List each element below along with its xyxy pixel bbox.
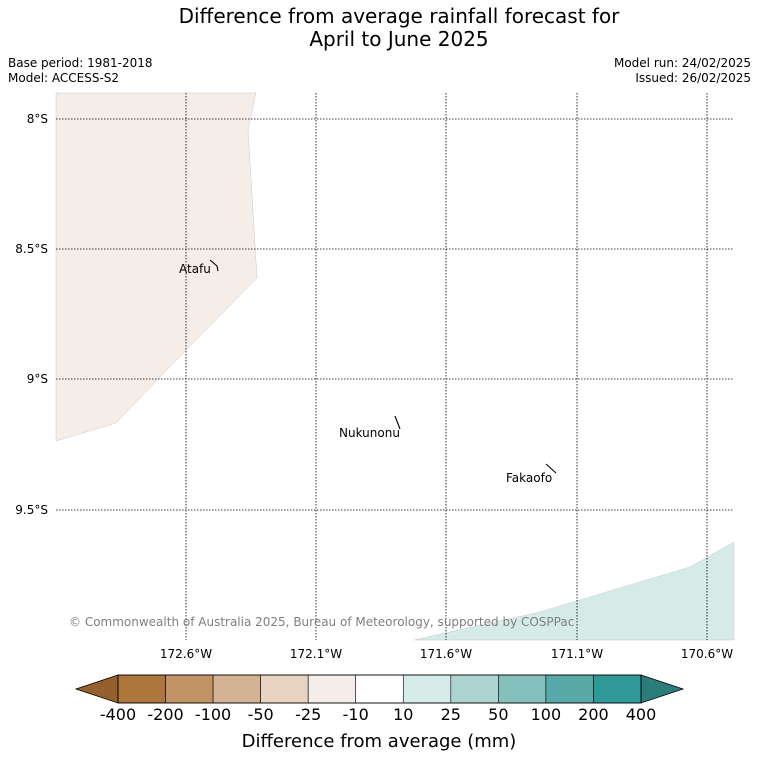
colorbar-bin: [212, 674, 261, 704]
colorbar-bin: [593, 674, 642, 704]
colorbar-under-arrow: [74, 674, 119, 704]
colorbar-bin: [355, 674, 404, 704]
colorbar-tick-label: -100: [195, 705, 231, 724]
colorbar-tick-labels: -400 -200 -100 -50 -25 -10 10 25 50 100 200 400: [100, 705, 656, 724]
colorbar-tick-label: 400: [626, 705, 657, 724]
lat-labels: 8°S 8.5°S 9°S 9.5°S: [15, 112, 48, 517]
colorbar-bin: [402, 674, 452, 704]
colorbar-tick-label: 50: [488, 705, 508, 724]
colorbar-title: Difference from average (mm): [242, 731, 517, 752]
colorbar-frame: [117, 674, 642, 704]
colorbar-bin: [117, 674, 166, 704]
colorbar-tick-label: -10: [343, 705, 369, 724]
colorbar-bins: [117, 674, 642, 704]
colorbar-tick-label: 200: [578, 705, 609, 724]
region-dry: [55, 92, 258, 442]
base-period-label: Base period: 1981-2018: [8, 56, 153, 70]
colorbar-bin: [450, 674, 499, 704]
colorbar-bin: [260, 674, 309, 704]
issued-label: Issued: 26/02/2025: [635, 71, 751, 85]
place-label-nukunonu: Nukunonu: [339, 426, 400, 440]
colorbar-tick-label: -200: [147, 705, 183, 724]
colorbar-bin: [165, 674, 214, 704]
title-line-2: April to June 2025: [309, 27, 489, 51]
lat-label: 9.5°S: [15, 503, 48, 517]
colorbar-tick-label: 100: [531, 705, 562, 724]
lon-label: 172.6°W: [160, 647, 212, 661]
colorbar-tick-label: -50: [248, 705, 274, 724]
atoll-shapes: [209, 259, 557, 474]
map-title: Difference from average rainfall forecas…: [0, 5, 758, 51]
fakaofo-atoll-outline: [545, 463, 557, 474]
model-label: Model: ACCESS-S2: [8, 71, 120, 85]
colorbar-bin: [498, 674, 547, 704]
copyright-notice: © Commonwealth of Australia 2025, Bureau…: [69, 615, 574, 629]
lon-label: 171.6°W: [420, 647, 472, 661]
place-label-atafu: Atafu: [179, 262, 211, 276]
place-label-fakaofo: Fakaofo: [506, 471, 552, 485]
colorbar-tick-label: 25: [441, 705, 461, 724]
meta-left: Base period: 1981-2018 Model: ACCESS-S2: [8, 56, 153, 86]
colorbar-tick-label: -25: [295, 705, 321, 724]
title-line-1: Difference from average rainfall forecas…: [178, 4, 620, 28]
lat-label: 8°S: [27, 112, 48, 126]
lon-label: 170.6°W: [681, 647, 733, 661]
lon-labels: 172.6°W 172.1°W 171.6°W 171.1°W 170.6°W: [160, 647, 733, 661]
gridlines: [56, 93, 734, 640]
colorbar-bin: [545, 674, 594, 704]
colorbar-tick-label: 10: [393, 705, 413, 724]
place-labels: Atafu Nukunonu Fakaofo: [179, 262, 552, 485]
nukunonu-atoll-outline: [394, 415, 401, 430]
model-run-label: Model run: 24/02/2025: [613, 56, 751, 70]
lat-label: 8.5°S: [15, 242, 48, 256]
lat-label: 9°S: [27, 372, 48, 386]
colorbar: -400 -200 -100 -50 -25 -10 10 25 50 100 200 400 Dif…: [74, 674, 685, 752]
lon-label: 172.1°W: [290, 647, 342, 661]
colorbar-tick-label: -400: [100, 705, 136, 724]
colorbar-bin: [307, 674, 357, 704]
region-wet: [413, 541, 735, 641]
map-area: [55, 92, 735, 641]
atafu-atoll-outline: [209, 259, 219, 272]
lon-label: 171.1°W: [551, 647, 603, 661]
colorbar-over-arrow: [640, 674, 685, 704]
meta-right: Model run: 24/02/2025 Issued: 26/02/2025: [614, 56, 751, 86]
